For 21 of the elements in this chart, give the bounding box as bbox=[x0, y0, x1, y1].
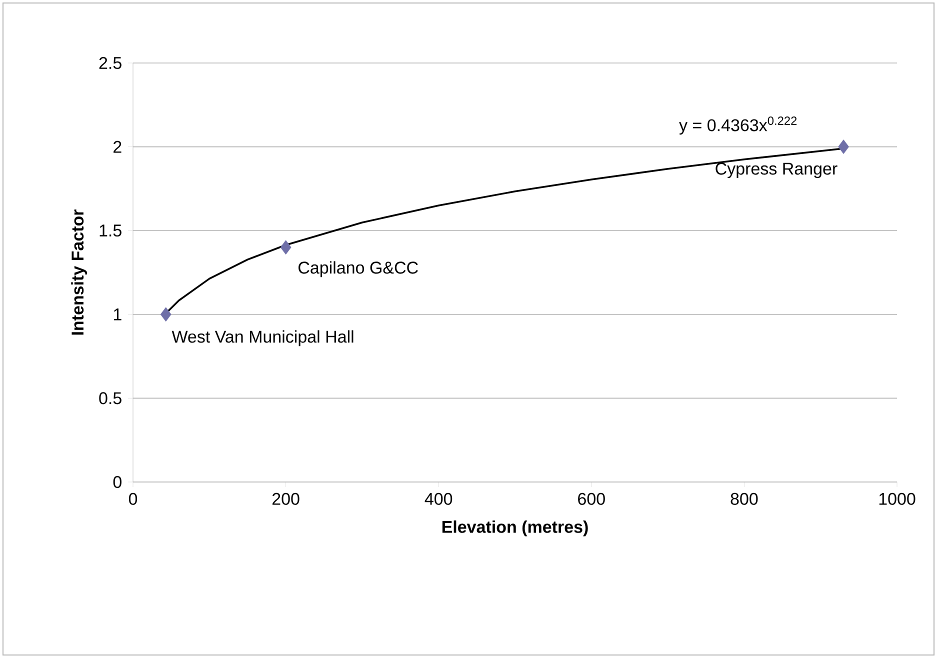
annotation: y = 0.4363x$^{0.222}$ bbox=[679, 116, 797, 135]
x-axis-title: Elevation (metres) bbox=[442, 520, 588, 536]
y-tick-label: 0.5 bbox=[99, 392, 122, 404]
x-tick-label: 1000 bbox=[879, 492, 916, 505]
point bbox=[160, 307, 172, 322]
x-tick-label: 0 bbox=[128, 492, 138, 505]
y-tick-label: 0 bbox=[113, 476, 122, 488]
y-tick-label: 1.5 bbox=[100, 224, 122, 237]
annotation: West Van Municipal Hall bbox=[172, 330, 354, 346]
x-tick-label: 200 bbox=[272, 492, 300, 505]
y-tick-label: 1 bbox=[114, 308, 122, 320]
annotation: Capilano G&CC bbox=[298, 261, 418, 278]
x-tick-label: 400 bbox=[424, 492, 452, 505]
x-tick-label: 800 bbox=[730, 492, 758, 505]
annotation: Cypress Ranger bbox=[716, 162, 838, 178]
y-tick-label: 2 bbox=[114, 140, 122, 153]
y-axis-title: Intensity Factor bbox=[71, 209, 87, 335]
point bbox=[280, 240, 292, 255]
x-tick-label: 600 bbox=[578, 492, 605, 505]
y-tick-label: 2.5 bbox=[99, 56, 122, 70]
point bbox=[838, 140, 849, 154]
